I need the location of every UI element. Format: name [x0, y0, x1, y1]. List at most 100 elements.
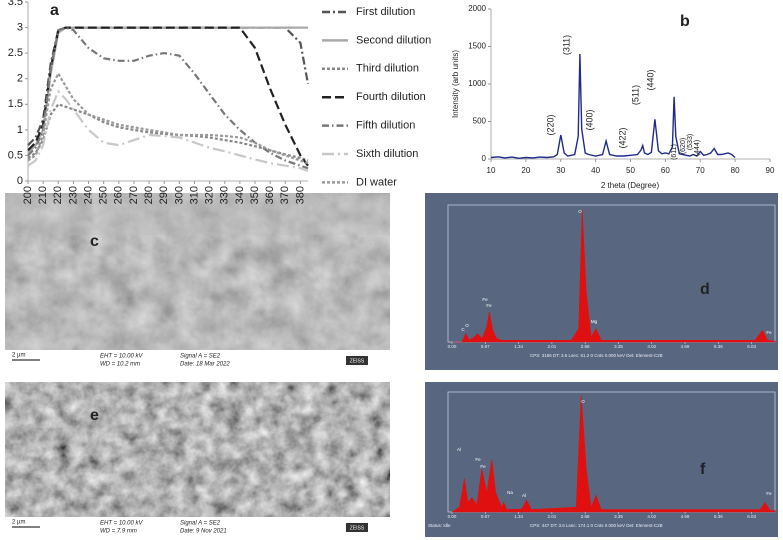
x-tick-label: 260 — [113, 186, 125, 204]
x-tick-label: 0.67 — [481, 344, 490, 349]
x-tick-label: 290 — [158, 186, 170, 204]
panel-label: a — [50, 2, 59, 19]
peak-label: Fe — [480, 464, 486, 469]
logo-box — [346, 356, 368, 365]
x-tick-label: 280 — [143, 186, 155, 204]
status-line: CPS: 447 DT: 3.6 Lsec: 174.1 0 Cnts 0.00… — [530, 523, 663, 528]
x-tick-label: 70 — [696, 166, 705, 175]
y-tick-label: 500 — [473, 117, 487, 126]
series-line — [27, 103, 309, 162]
legend-label: DI water — [356, 176, 397, 188]
peak-label: O — [581, 399, 585, 404]
spectrum-area — [452, 209, 776, 343]
peak-annotation: (511) — [630, 85, 640, 105]
sem-edge — [5, 193, 390, 235]
edx-window — [425, 193, 778, 370]
date: Date: 18 Mar 2022 — [180, 362, 230, 368]
wd: WD = 7.9 mm — [100, 529, 137, 535]
x-tick-label: 4.69 — [681, 344, 690, 349]
sem-info-bar — [5, 517, 390, 537]
legend-label: First dilution — [356, 6, 415, 18]
x-tick-label: 0.00 — [448, 344, 457, 349]
series-line — [490, 53, 736, 160]
y-tick-label: 1000 — [468, 79, 486, 88]
x-tick-label: 3.35 — [614, 514, 623, 519]
x-tick-label: 40 — [591, 166, 600, 175]
x-tick-label: 340 — [234, 186, 246, 204]
peak-annotation: (611) — [671, 144, 678, 160]
x-tick-label: 3.35 — [614, 344, 623, 349]
sem-info-bar — [5, 350, 390, 370]
legend-label: Fourth dilution — [356, 91, 426, 103]
legend-label: Second dilution — [356, 34, 431, 46]
legend-label: Sixth dilution — [356, 148, 418, 160]
x-tick-label: 2.68 — [581, 344, 590, 349]
x-tick-label: 360 — [264, 186, 276, 204]
x-tick-label: 4.02 — [647, 344, 656, 349]
peak-annotation: (440) — [645, 69, 655, 90]
x-tick-label: 0.00 — [448, 514, 457, 519]
y-tick-label: 2000 — [468, 4, 486, 13]
x-tick-label: 370 — [279, 186, 291, 204]
panel-label: f — [700, 461, 706, 478]
x-tick-label: 10 — [487, 166, 496, 175]
x-tick-label: 30 — [556, 166, 565, 175]
x-tick-label: 1.34 — [514, 514, 523, 519]
x-tick-label: 200 — [22, 186, 34, 204]
signal: Signal A = SE2 — [180, 354, 221, 360]
peak-label: Na — [507, 490, 513, 495]
x-tick-label: 2.01 — [547, 514, 556, 519]
y-tick-label: 1.5 — [8, 98, 23, 110]
x-tick-label: 6.03 — [747, 344, 756, 349]
peak-label: C — [461, 327, 465, 332]
peak-label: Fe — [486, 303, 492, 308]
y-tick-label: 0 — [17, 175, 23, 187]
y-tick-label: 3 — [17, 21, 23, 33]
x-tick-label: 4.69 — [681, 514, 690, 519]
legend-label: Fifth dilution — [356, 120, 415, 132]
peak-annotation: (220) — [545, 114, 555, 135]
series-line — [27, 26, 309, 167]
peak-annotation: (400) — [584, 109, 594, 130]
logo-box — [346, 523, 368, 532]
x-tick-label: 310 — [188, 186, 200, 204]
sem-panel-c: 2 µm EHT = 10.00 kV WD = 10.2 mm Signal … — [5, 193, 390, 370]
peak-label: Fe — [766, 491, 772, 496]
status-state: Status: Idle — [428, 523, 451, 528]
date: Date: 9 Nov 2021 — [180, 529, 227, 535]
x-tick-label: 270 — [128, 186, 140, 204]
x-tick-label: 80 — [731, 166, 740, 175]
status-line: CPS: 3186 DT: 3.6 Lsec: 61.2 0 Cnts 0.00… — [530, 353, 663, 358]
y-tick-label: 1500 — [468, 42, 486, 51]
x-tick-label: 2.68 — [581, 514, 590, 519]
peak-annotation: (444) — [694, 140, 701, 156]
panel-label: c — [90, 233, 99, 250]
x-tick-label: 350 — [249, 186, 261, 204]
y-tick-label: 0.5 — [8, 149, 23, 161]
peak-annotation: (422) — [617, 127, 627, 148]
peak-annotation: (311) — [561, 35, 571, 55]
y-tick-label: 2 — [17, 73, 23, 85]
peak-label: O — [465, 323, 469, 328]
scale-text: 2 µm — [12, 520, 25, 526]
signal: Signal A = SE2 — [180, 521, 221, 527]
x-tick-label: 300 — [173, 186, 185, 204]
brand: ZEISS — [350, 525, 365, 531]
series-line — [27, 71, 309, 165]
x-tick-label: 240 — [82, 186, 94, 204]
x-tick-label: 90 — [766, 166, 775, 175]
panel-label: e — [90, 407, 99, 424]
y-tick-label: 1 — [17, 124, 23, 136]
y-axis-label: Intensity (arb units) — [451, 50, 460, 118]
x-tick-label: 380 — [294, 186, 306, 204]
series-line — [27, 89, 309, 172]
peak-label: Fe — [482, 297, 488, 302]
x-tick-label: 2.01 — [547, 344, 556, 349]
spectrum-area — [450, 395, 776, 513]
wd: WD = 10.2 mm — [100, 362, 140, 368]
series-line — [27, 26, 310, 146]
x-tick-label: 20 — [521, 166, 530, 175]
x-tick-label: 0.67 — [481, 514, 490, 519]
x-tick-label: 4.02 — [647, 514, 656, 519]
